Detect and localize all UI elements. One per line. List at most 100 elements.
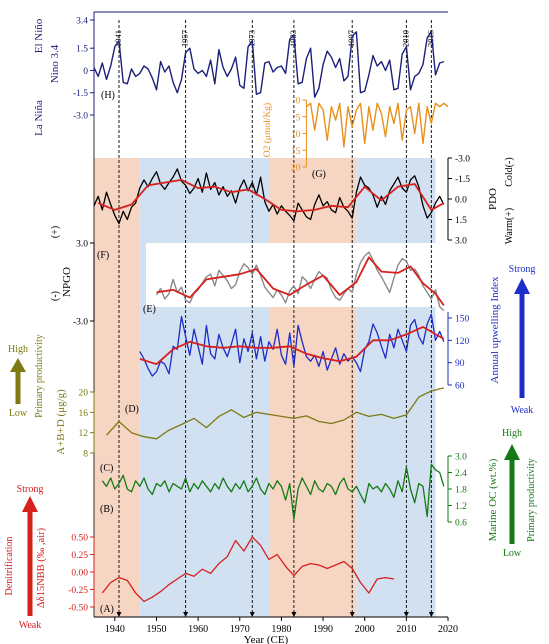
c-tick-label-0: 3.0: [455, 453, 467, 463]
a-tick-label-1: 0.25: [71, 551, 88, 561]
panel-label-e: (E): [143, 304, 156, 315]
g-tick-label-3: 1.5: [455, 216, 467, 226]
e-tick-label-1: 120: [455, 337, 470, 347]
e-tick-label-2: 90: [455, 359, 465, 369]
panel-label-f: (F): [97, 250, 109, 261]
event-arrow-1957: [183, 612, 189, 617]
panel-label-a: (A): [100, 604, 114, 615]
event-label-2016: 2016: [425, 30, 435, 47]
h-tick-label-1: 1.5: [76, 45, 88, 55]
upwelling-arrow-head: [514, 278, 530, 294]
upwelling-line: [139, 313, 445, 377]
pdo-smoothed-line: [97, 179, 445, 213]
upwelling-smoothed-line: [139, 326, 445, 366]
denitrification-weak: Weak: [19, 620, 42, 631]
productivity-right-arrow-head: [504, 444, 520, 460]
marine-oc-line: [101, 463, 445, 520]
a-tick-label-2: 0.00: [71, 569, 88, 579]
o2-tick-label-4: 20: [291, 164, 301, 174]
c-tick-label-1: 2.4: [455, 469, 467, 479]
event-arrow-1983: [291, 612, 297, 617]
band-warm-2: [268, 158, 357, 617]
g-tick-label-4: 3.0: [455, 237, 467, 247]
npgo-plus-label: (+): [50, 226, 61, 238]
d-tick-label-2: 12: [79, 429, 89, 439]
npgo-minus-label: (-): [50, 291, 61, 301]
productivity-right-low: Low: [503, 548, 522, 559]
f-tick-label-0: 3.0: [76, 240, 88, 250]
d-tick-label-1: 16: [79, 409, 89, 419]
x-tick-label-2020: 2020: [438, 624, 458, 635]
upwelling-axis-title: Annual upwelling Index: [489, 276, 501, 383]
o2-tick-label-0: 0: [296, 97, 301, 107]
x-tick-label-2010: 2010: [396, 624, 416, 635]
npgo-line: [155, 251, 445, 312]
event-arrow-2010: [403, 612, 409, 617]
x-tick-label-1970: 1970: [230, 624, 250, 635]
g-tick-label-2: 0.0: [455, 196, 467, 206]
event-arrow-1997: [349, 612, 355, 617]
d-tick-label-0: 20: [79, 389, 89, 399]
a-tick-label-3: -0.25: [68, 586, 88, 596]
o2-tick-label-3: 15: [291, 147, 301, 157]
o2-axis-title: O2 (μmol/Kg): [262, 103, 273, 157]
pdo-cold-label: Cold(-): [504, 157, 515, 186]
e-tick-label-3: 60: [455, 382, 465, 392]
c-tick-label-3: 1.2: [455, 502, 467, 512]
a-tick-label-0: 0.50: [71, 534, 88, 544]
denitrification-title: Denitrification: [4, 537, 15, 596]
denitrification-strong: Strong: [17, 484, 44, 495]
event-arrow-1973: [249, 612, 255, 617]
productivity-right-high: High: [502, 428, 522, 439]
h-tick-label-4: -3.0: [73, 112, 88, 122]
panel-label-h: (H): [101, 90, 115, 101]
productivity-left-arrow-head: [10, 358, 26, 372]
x-tick-label-1990: 1990: [313, 624, 333, 635]
event-arrow-2016: [428, 612, 434, 617]
f-tick-label-1: -3.0: [73, 318, 88, 328]
event-label-1983: 1983: [288, 30, 298, 47]
a-tick-label-4: -0.50: [68, 604, 88, 614]
g-tick-label-1: -1.5: [455, 175, 470, 185]
h-tick-label-0: 3.4: [76, 17, 88, 27]
panel-label-c: (C): [100, 463, 113, 474]
x-tick-label-1980: 1980: [271, 624, 291, 635]
nino34-axis-title: Nino 3.4: [49, 44, 61, 83]
panel-label-g: (G): [312, 169, 326, 180]
denitrification-axis-title: Δδ15NBB (‰ ,air): [36, 527, 47, 608]
band-cold-1: [139, 158, 269, 617]
h-tick-label-2: 0: [83, 67, 88, 77]
marine-oc-axis-title: Marine OC (wt.%): [487, 458, 499, 541]
x-tick-label-2000: 2000: [355, 624, 375, 635]
x-axis-title: Year (CE): [244, 634, 289, 644]
pdo-axis-title: PDO: [487, 188, 499, 210]
x-tick-label-1950: 1950: [146, 624, 166, 635]
band-warm-0: [94, 158, 140, 617]
d-tick-label-3: 8: [83, 450, 88, 460]
axes: 1940 1950 1960 1970 1980 1990 2000 2010 2020Year…: [68, 11, 470, 644]
regime-bands: [94, 96, 452, 617]
c-tick-label-2: 1.8: [455, 486, 467, 496]
o2-tick-label-2: 10: [291, 130, 301, 140]
la-nina-label: La Niña: [33, 100, 45, 136]
h-tick-label-3: -1.5: [73, 89, 88, 99]
upwelling-weak-label: Weak: [511, 405, 534, 416]
el-nino-label: El Niño: [33, 18, 45, 53]
band-cold-3: [356, 158, 436, 617]
abd-axis-title: A+B+D (μg/g): [55, 389, 67, 455]
event-arrow-1941: [116, 612, 122, 617]
c-tick-label-4: 0.6: [455, 519, 467, 529]
upwelling-strong-label: Strong: [509, 264, 536, 275]
o2-line: [305, 102, 449, 148]
denitrification-arrow-head: [22, 496, 38, 512]
x-tick-label-1940: 1940: [105, 624, 125, 635]
npgo-panel-background: [146, 243, 451, 307]
abd-line: [106, 387, 444, 440]
data-series: [93, 31, 449, 603]
nino34-line: [93, 31, 445, 98]
productivity-right-title: Primary productivity: [526, 458, 537, 542]
productivity-left-title: Primary productivity: [34, 334, 45, 418]
event-label-1941: 1941: [113, 30, 123, 47]
pdo-line: [93, 168, 445, 225]
